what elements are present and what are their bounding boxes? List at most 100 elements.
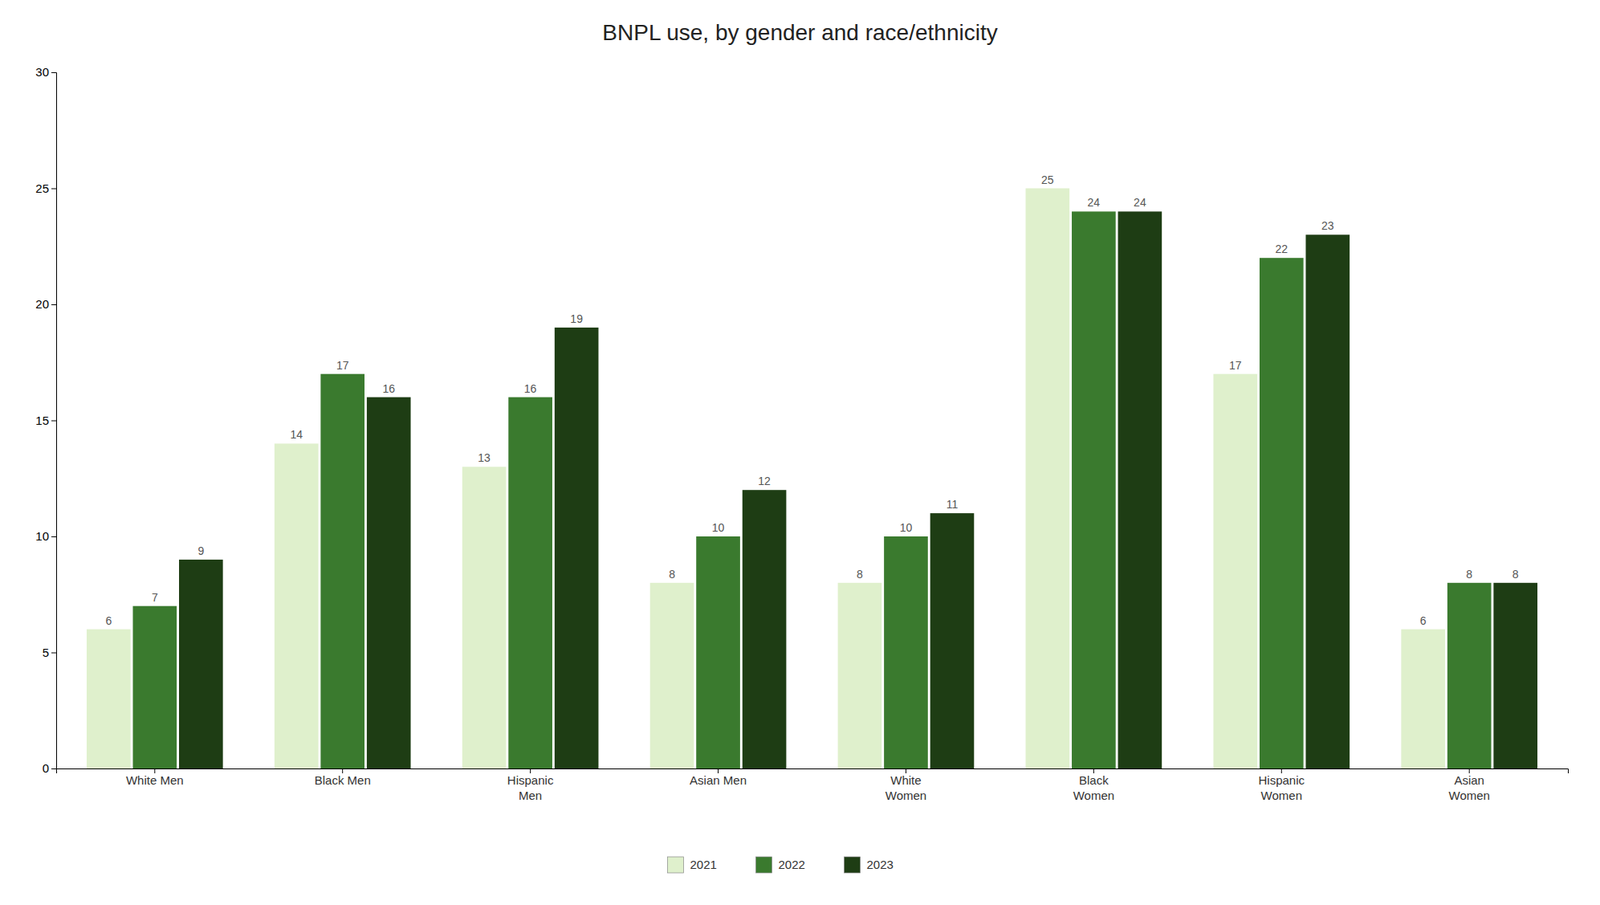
x-tick-label-line: Men [518, 788, 542, 803]
x-axis-line [56, 769, 1569, 774]
bar [742, 489, 787, 769]
data-label: 10 [712, 521, 725, 534]
bar [1493, 582, 1538, 769]
bar [1025, 188, 1071, 770]
data-label: 17 [336, 358, 350, 372]
data-label: 8 [1465, 567, 1473, 581]
legend: 2021 2022 2023 [667, 856, 894, 873]
y-tick-label: 10 [35, 529, 49, 543]
x-tick: Asian Men [689, 768, 747, 787]
x-tick-label-line: Black [1078, 773, 1109, 787]
y-tick: 20 [35, 297, 57, 311]
legend-item: 2021 [667, 856, 717, 873]
legend-label: 2021 [690, 857, 717, 872]
x-tick-label-line: Women [1448, 788, 1490, 803]
bar-series [86, 188, 1446, 770]
data-label: 8 [856, 567, 864, 581]
bar [1213, 374, 1258, 769]
y-tick: 10 [35, 529, 57, 543]
bar [462, 466, 507, 769]
bars [86, 188, 1538, 770]
x-tick-label: Asian Men [689, 773, 747, 787]
data-label: 12 [757, 474, 771, 488]
data-label: 7 [151, 590, 159, 604]
y-tick-mark [51, 188, 57, 190]
bar [320, 374, 365, 769]
data-label: 8 [1512, 567, 1519, 581]
legend-swatch [844, 856, 861, 873]
x-tick: White Men [126, 768, 184, 787]
y-tick-label: 5 [42, 645, 49, 660]
x-tick-label-line: Asian [1453, 773, 1485, 787]
x-tick: BlackWomen [1073, 768, 1115, 803]
y-tick-mark [51, 536, 57, 538]
bar [1447, 582, 1492, 769]
legend-item: 2023 [844, 856, 894, 873]
x-tick-label-line: White [890, 773, 921, 787]
bar [1071, 211, 1116, 769]
data-label: 24 [1087, 195, 1101, 209]
x-tick-label-line: Hispanic [1258, 773, 1306, 787]
bar [696, 536, 741, 769]
y-tick-mark [51, 652, 57, 654]
y-tick-mark [51, 72, 57, 74]
bar [650, 582, 695, 769]
data-label: 16 [382, 382, 395, 395]
legend-item: 2022 [756, 856, 806, 873]
data-label: 8 [668, 567, 676, 581]
x-tick-label: HispanicWomen [1258, 773, 1306, 803]
bar [86, 629, 131, 769]
bar-series [132, 211, 1491, 769]
data-label: 11 [946, 497, 959, 511]
legend-label: 2022 [778, 857, 806, 872]
data-label: 17 [1229, 358, 1242, 372]
y-tick: 30 [35, 65, 57, 79]
x-tick: WhiteWomen [885, 768, 927, 803]
x-axis: White MenBlack MenHispanicMenAsian MenWh… [56, 768, 1569, 803]
y-tick-mark [51, 420, 57, 422]
y-axis-line [51, 73, 57, 770]
bar [179, 559, 224, 769]
data-label: 14 [289, 427, 303, 441]
bar [1305, 234, 1350, 769]
x-tick-label-line: Women [1073, 788, 1115, 803]
x-tick-label-line: Black Men [314, 773, 371, 787]
x-tick-label: BlackWomen [1073, 773, 1115, 803]
x-tick-label-line: Hispanic [507, 773, 554, 787]
legend-swatch [667, 856, 684, 873]
bar [883, 536, 929, 769]
x-tick-label-line: Women [885, 788, 927, 803]
bar [274, 443, 319, 769]
bar-series [179, 211, 1538, 769]
x-tick-label-line: Asian Men [689, 773, 747, 787]
data-label: 19 [569, 312, 583, 326]
data-label: 6 [1420, 614, 1427, 627]
data-label: 13 [477, 451, 491, 465]
x-tick: HispanicWomen [1258, 768, 1306, 803]
y-tick-label: 30 [35, 65, 49, 79]
data-label: 6 [105, 614, 112, 627]
x-tick-label-line: White Men [126, 773, 184, 787]
data-labels: 6141388251767171610102422891619121124238 [105, 173, 1519, 627]
data-label: 9 [197, 544, 204, 558]
data-label: 25 [1041, 173, 1055, 187]
data-label: 24 [1133, 195, 1147, 209]
y-axis: 0 5 10 15 20 25 30 [35, 65, 57, 775]
x-tick-label: Black Men [314, 773, 371, 787]
bar [366, 397, 412, 769]
y-tick-label: 20 [35, 297, 49, 311]
y-tick-label: 0 [42, 761, 49, 775]
y-tick: 5 [42, 645, 57, 660]
x-tick-label: HispanicMen [507, 773, 554, 803]
x-tick: AsianWomen [1448, 768, 1490, 803]
legend-label: 2023 [867, 857, 894, 872]
title: BNPL use, by gender and race/ethnicity [602, 20, 998, 45]
y-tick: 0 [42, 761, 57, 775]
bar [838, 582, 883, 769]
y-tick: 15 [35, 413, 57, 428]
y-tick-label: 15 [35, 413, 49, 428]
bar [1118, 211, 1163, 769]
bar [1400, 629, 1446, 769]
bar [132, 606, 177, 769]
y-tick-label: 25 [35, 181, 49, 196]
